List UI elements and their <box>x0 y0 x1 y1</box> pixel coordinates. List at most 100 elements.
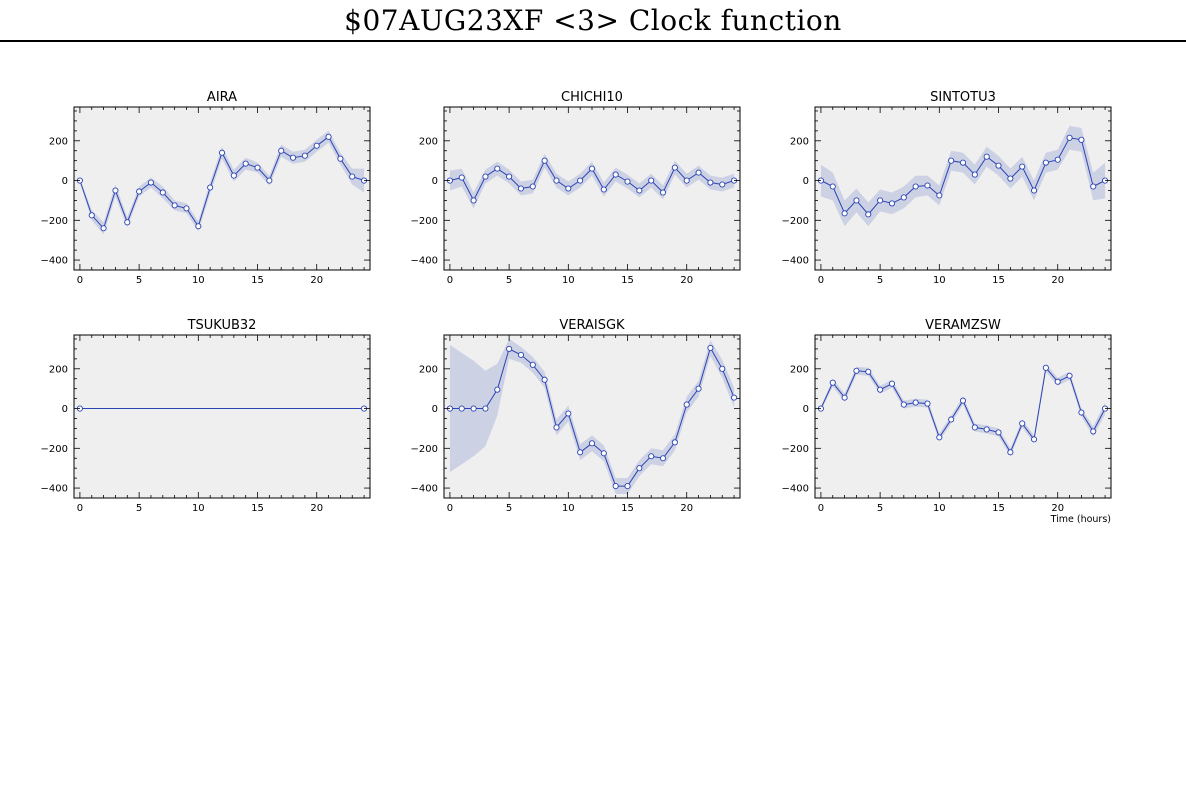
data-point <box>1090 428 1097 435</box>
y-tick-label: −200 <box>411 444 438 455</box>
data-point <box>912 183 919 190</box>
x-tick-label: 10 <box>933 275 946 286</box>
panel-title: VERAMZSW <box>925 318 1001 333</box>
x-tick-label: 20 <box>1051 503 1064 514</box>
x-axis-label: Time (hours) <box>1050 514 1111 525</box>
data-point <box>577 449 584 456</box>
data-point <box>853 197 860 204</box>
x-tick-label: 5 <box>506 503 512 514</box>
data-point <box>195 223 202 230</box>
data-point <box>1078 409 1085 416</box>
plot-area <box>444 107 740 270</box>
y-tick-label: 0 <box>62 404 68 415</box>
data-point <box>1090 183 1097 190</box>
data-point <box>671 164 678 171</box>
data-point <box>553 424 560 431</box>
y-tick-label: 200 <box>49 136 68 147</box>
y-tick-label: 0 <box>432 404 438 415</box>
data-point <box>936 192 943 199</box>
x-tick-label: 0 <box>818 275 824 286</box>
data-point <box>517 351 525 358</box>
error-band <box>820 363 1106 457</box>
x-tick-label: 5 <box>877 503 883 514</box>
data-point <box>659 189 667 196</box>
data-point <box>865 368 872 375</box>
panel-title: CHICHI10 <box>561 90 623 105</box>
plot-area <box>74 335 370 498</box>
data-point <box>829 183 836 190</box>
data-point <box>337 155 344 162</box>
data-point <box>971 424 978 431</box>
data-point <box>266 177 273 184</box>
data-point <box>924 182 931 189</box>
data-point <box>995 162 1002 169</box>
data-point <box>841 210 848 217</box>
data-point <box>888 380 896 387</box>
x-tick-label: 5 <box>506 275 512 286</box>
data-point <box>458 174 465 181</box>
x-tick-label: 20 <box>680 503 693 514</box>
y-tick-label: 0 <box>803 404 809 415</box>
y-tick-label: −200 <box>782 444 809 455</box>
y-tick-label: 200 <box>419 364 438 375</box>
x-tick-label: 5 <box>136 275 142 286</box>
data-point <box>853 367 860 374</box>
data-point <box>683 177 690 184</box>
data-point <box>136 188 143 195</box>
data-point <box>695 169 702 176</box>
data-point <box>254 164 261 171</box>
y-tick-label: −200 <box>41 444 68 455</box>
y-tick-label: 0 <box>803 176 809 187</box>
data-point <box>1054 378 1061 385</box>
y-tick-label: −400 <box>41 484 68 495</box>
data-point <box>719 365 726 372</box>
data-point <box>612 483 619 490</box>
data-point <box>719 181 726 188</box>
data-point <box>695 385 702 392</box>
y-tick-label: 200 <box>790 136 809 147</box>
data-point <box>278 147 285 154</box>
y-tick-label: −400 <box>41 256 68 267</box>
data-point <box>100 225 107 232</box>
panel-title: VERAISGK <box>559 318 625 333</box>
data-point <box>529 361 536 368</box>
data-point <box>289 154 297 161</box>
y-tick-label: −400 <box>782 484 809 495</box>
data-point <box>1030 187 1038 194</box>
data-point <box>482 173 489 180</box>
x-tick-label: 20 <box>1051 275 1064 286</box>
x-tick-label: 15 <box>992 503 1005 514</box>
x-tick-label: 0 <box>818 503 824 514</box>
y-tick-label: −200 <box>782 216 809 227</box>
data-point <box>124 219 131 226</box>
data-point <box>959 397 967 404</box>
y-tick-label: 200 <box>790 364 809 375</box>
data-point <box>948 416 955 423</box>
x-tick-label: 10 <box>192 275 205 286</box>
y-tick-label: 0 <box>62 176 68 187</box>
data-point <box>313 142 320 149</box>
data-point <box>841 394 848 401</box>
data-point <box>171 202 178 209</box>
data-point <box>88 212 95 219</box>
data-point <box>1066 372 1073 379</box>
data-point <box>648 177 655 184</box>
data-point <box>636 465 643 472</box>
data-point <box>1066 134 1073 141</box>
data-point <box>577 177 584 184</box>
data-point <box>1019 163 1026 170</box>
data-point <box>588 165 596 172</box>
x-tick-label: 20 <box>310 275 323 286</box>
data-point <box>659 455 667 462</box>
data-point <box>458 405 465 412</box>
data-point <box>707 344 714 351</box>
y-tick-label: 200 <box>49 364 68 375</box>
x-tick-label: 15 <box>251 503 264 514</box>
data-point <box>1054 156 1061 163</box>
data-point <box>888 200 896 207</box>
data-point <box>683 401 690 408</box>
y-tick-label: −400 <box>411 256 438 267</box>
data-point <box>1007 175 1014 182</box>
data-point <box>624 483 631 490</box>
data-point <box>983 426 990 433</box>
